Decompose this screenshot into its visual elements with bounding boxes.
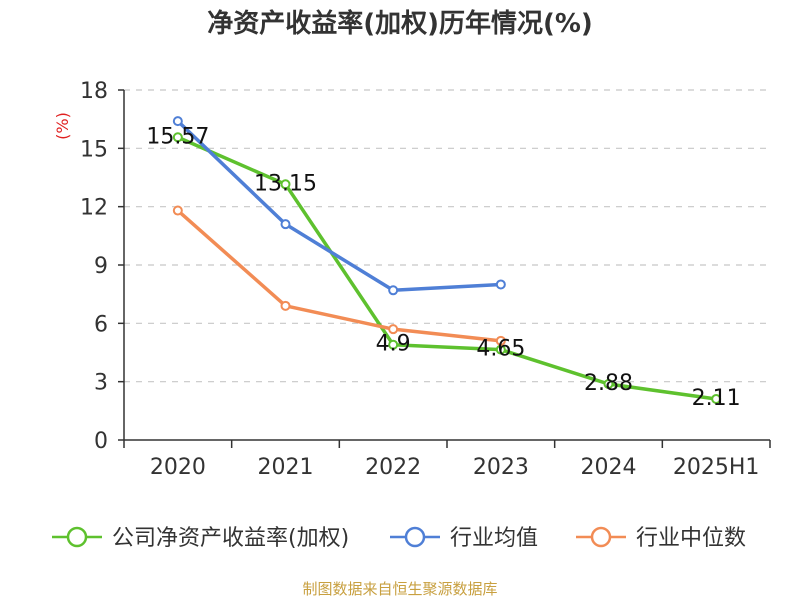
data-point (388, 285, 399, 296)
data-point (603, 379, 614, 389)
x-tick-label: 2024 (581, 455, 637, 480)
y-tick-label: 3 (94, 371, 108, 396)
data-label: 15.57 (146, 124, 209, 149)
data-point (172, 132, 183, 143)
y-tick-label: 9 (94, 254, 108, 279)
data-point (172, 205, 183, 216)
legend-swatch-marker (590, 526, 612, 548)
legend-swatch-marker (404, 526, 426, 548)
legend-label: 行业均值 (450, 526, 538, 551)
y-tick-label: 0 (94, 429, 108, 454)
series-line (176, 119, 501, 293)
y-unit-label: (%) (53, 112, 72, 140)
chart-title: 净资产收益率(加权)历年情况(%) (207, 8, 593, 39)
legend-label: 行业中位数 (636, 526, 746, 551)
data-point (388, 339, 399, 350)
data-point (280, 179, 291, 190)
gridlines (124, 89, 770, 383)
data-label: 2.11 (692, 386, 741, 411)
data-point (495, 335, 506, 346)
data-label: 4.9 (376, 332, 411, 357)
x-tick-label: 2023 (473, 455, 529, 480)
legend: 公司净资产收益率(加权) 行业均值 行业中位数 (52, 526, 746, 551)
x-tick-label: 2021 (258, 455, 314, 480)
data-label: 13.15 (254, 171, 317, 196)
y-tick-label: 12 (80, 196, 108, 221)
data-labels: 15.57 13.15 4.9 4.65 2.88 2.11 (146, 124, 740, 411)
axes: 0 3 6 9 12 15 18 2020 2021 2022 2023 2024 2025H1 (80, 79, 771, 480)
data-point (280, 300, 291, 311)
data-point (711, 393, 722, 404)
data-point (388, 324, 399, 335)
series-line (176, 209, 502, 343)
y-tick-label: 6 (94, 312, 108, 337)
data-label: 4.65 (476, 337, 525, 362)
x-tick-label: 2025H1 (673, 455, 760, 480)
series (172, 116, 722, 404)
legend-swatch-marker (66, 526, 88, 548)
data-point (172, 116, 183, 127)
data-point (280, 219, 291, 230)
y-tick-label: 15 (80, 137, 108, 162)
x-tick-label: 2020 (150, 455, 206, 480)
series-line (177, 135, 717, 401)
data-label: 2.88 (584, 371, 633, 396)
source-note: 制图数据来自恒生聚源数据库 (302, 580, 497, 598)
x-tick-label: 2022 (365, 455, 421, 480)
data-point (495, 279, 506, 290)
y-tick-label: 18 (80, 79, 108, 104)
legend-label: 公司净资产收益率(加权) (112, 526, 349, 551)
